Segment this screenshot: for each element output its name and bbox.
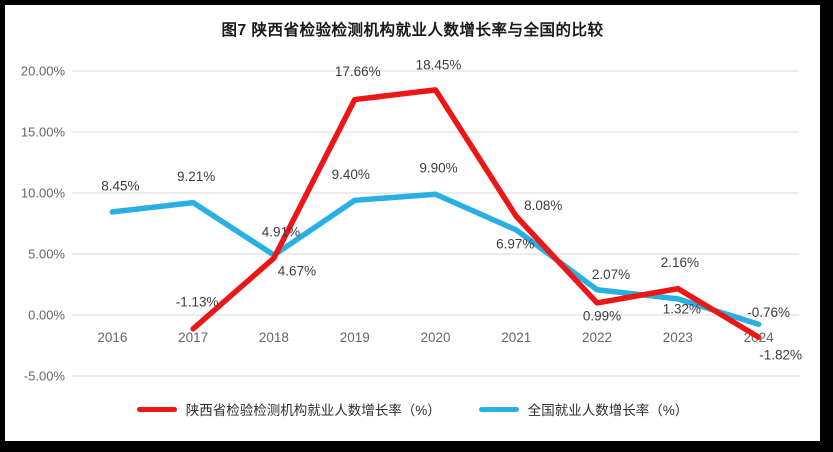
data-label: 9.40% (332, 167, 370, 182)
legend-label-national: 全国就业人数增长率（%） (527, 403, 689, 418)
chart-legend: 陕西省检验检测机构就业人数增长率（%） 全国就业人数增长率（%） (5, 399, 820, 419)
data-label: 2.16% (661, 255, 699, 270)
x-tick-label: 2018 (259, 330, 289, 345)
data-label: 9.21% (177, 169, 215, 184)
y-tick-label: 0.00% (28, 308, 65, 323)
data-label: 17.66% (335, 64, 381, 79)
legend-swatch-shaanxi-icon (136, 406, 177, 412)
legend-item-national: 全国就业人数增长率（%） (478, 399, 689, 419)
data-label: 9.90% (419, 161, 457, 176)
legend-swatch-national-icon (478, 406, 519, 412)
x-tick-label: 2019 (340, 330, 370, 345)
y-tick-label: 10.00% (21, 186, 66, 201)
data-label: 4.91% (262, 225, 300, 240)
data-label: -1.82% (759, 348, 802, 363)
y-tick-label: 20.00% (21, 64, 66, 79)
data-label: 0.99% (583, 308, 621, 323)
y-tick-label: -5.00% (24, 369, 66, 384)
data-label: 18.45% (416, 57, 462, 72)
x-tick-label: 2020 (420, 330, 450, 345)
legend-label-shaanxi: 陕西省检验检测机构就业人数增长率（%） (185, 403, 441, 418)
x-tick-label: 2021 (501, 330, 531, 345)
x-tick-label: 2017 (178, 330, 208, 345)
data-label: 4.67% (278, 264, 316, 279)
chart-title: 图7 陕西省检验检测机构就业人数增长率与全国的比较 (221, 22, 604, 39)
legend-item-shaanxi: 陕西省检验检测机构就业人数增长率（%） (136, 399, 441, 419)
x-tick-label: 2016 (97, 330, 127, 345)
data-label: 1.32% (663, 301, 701, 316)
data-label: -1.13% (176, 294, 219, 309)
data-label: 8.45% (101, 178, 139, 193)
x-tick-label: 2023 (663, 330, 693, 345)
data-label: 8.08% (524, 198, 562, 213)
x-tick-label: 2022 (582, 330, 612, 345)
y-tick-label: 5.00% (28, 247, 65, 262)
chart-svg: 20.00% 15.00% 10.00% 5.00% 0.00% -5.00% 2016 20… (21, 57, 802, 384)
series-line (190, 87, 762, 340)
data-label: 6.97% (496, 236, 534, 251)
data-label: 2.07% (592, 267, 630, 282)
chart-card: 20.00% 15.00% 10.00% 5.00% 0.00% -5.00% 2016 20… (5, 5, 820, 441)
data-label: -0.76% (747, 305, 790, 320)
y-tick-label: 15.00% (21, 125, 66, 140)
